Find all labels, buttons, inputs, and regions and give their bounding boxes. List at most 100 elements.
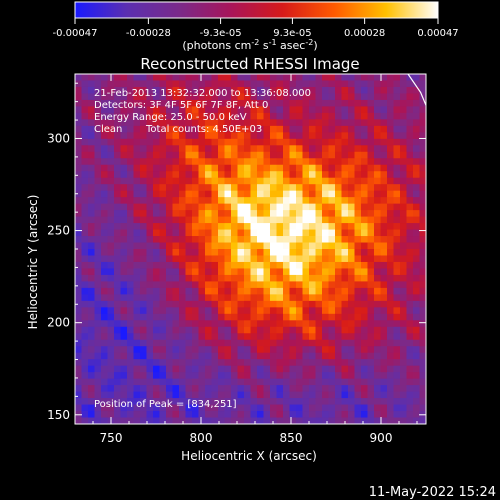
heatmap-cell xyxy=(283,197,291,205)
heatmap-cell xyxy=(257,119,265,127)
heatmap-cell xyxy=(335,398,343,406)
heatmap-cell xyxy=(374,352,382,360)
heatmap-cell xyxy=(94,86,102,95)
heatmap-cell xyxy=(192,99,200,108)
heatmap-cell xyxy=(88,378,96,386)
heatmap-cell xyxy=(179,190,187,198)
heatmap-cell xyxy=(270,151,278,159)
heatmap-cell xyxy=(387,86,395,95)
heatmap-cell xyxy=(361,398,369,406)
heatmap-cell xyxy=(400,378,408,386)
heatmap-cell xyxy=(322,171,330,179)
heatmap-cell xyxy=(419,268,426,276)
heatmap-cell xyxy=(94,326,102,334)
heatmap-cell xyxy=(205,417,213,424)
heatmap-cell xyxy=(211,352,219,360)
heatmap-cell xyxy=(205,190,213,198)
heatmap-cell xyxy=(354,411,362,419)
heatmap-cell xyxy=(120,346,128,354)
heatmap-cell xyxy=(120,74,128,82)
heatmap-cell xyxy=(354,365,362,373)
heatmap-cell xyxy=(159,223,167,231)
heatmap-cell xyxy=(81,359,89,367)
heatmap-cell xyxy=(140,99,148,108)
heatmap-cell xyxy=(94,307,102,315)
heatmap-cell xyxy=(107,249,115,257)
heatmap-cell xyxy=(172,164,180,172)
heatmap-cell xyxy=(75,74,83,82)
heatmap-cell xyxy=(380,365,388,373)
heatmap-cell xyxy=(81,138,89,146)
heatmap-cell xyxy=(94,346,102,354)
heatmap-cell xyxy=(159,320,167,328)
heatmap-cell xyxy=(406,261,414,270)
heatmap-cell xyxy=(75,125,83,133)
heatmap-cell xyxy=(400,255,408,263)
heatmap-cell xyxy=(231,184,239,192)
heatmap-cell xyxy=(250,391,258,399)
heatmap-cell xyxy=(354,229,362,237)
heatmap-cell xyxy=(276,281,284,289)
heatmap-cell xyxy=(101,346,109,354)
heatmap-cell xyxy=(133,145,141,153)
heatmap-cell xyxy=(335,236,343,244)
heatmap-cell xyxy=(185,164,193,172)
heatmap-cell xyxy=(296,391,304,399)
heatmap-cell xyxy=(107,372,115,380)
heatmap-cell xyxy=(387,352,395,360)
heatmap-cell xyxy=(341,99,349,108)
heatmap-cell xyxy=(159,145,167,153)
heatmap-cell xyxy=(88,326,96,334)
heatmap-cell xyxy=(198,326,206,334)
heatmap-cell xyxy=(289,352,297,360)
heatmap-cell xyxy=(335,287,343,295)
heatmap-cell xyxy=(153,249,161,257)
heatmap-cell xyxy=(276,261,284,270)
heatmap-cell xyxy=(335,378,343,386)
heatmap-cell xyxy=(101,197,109,205)
heatmap-cell xyxy=(400,398,408,406)
heatmap-cell xyxy=(263,74,271,82)
heatmap-cell xyxy=(406,281,414,289)
heatmap-cell xyxy=(400,99,408,108)
heatmap-cell xyxy=(283,261,291,270)
heatmap-cell xyxy=(140,145,148,153)
heatmap-cell xyxy=(354,307,362,315)
heatmap-cell xyxy=(289,365,297,373)
heatmap-cell xyxy=(166,249,174,257)
heatmap-cell xyxy=(218,164,226,172)
heatmap-cell xyxy=(257,313,265,321)
heatmap-cell xyxy=(244,320,252,328)
heatmap-cell xyxy=(198,287,206,295)
heatmap-cell xyxy=(172,411,180,419)
heatmap-cell xyxy=(380,281,388,289)
heatmap-cell xyxy=(133,210,141,218)
heatmap-cell xyxy=(283,177,291,185)
heatmap-cell xyxy=(354,210,362,218)
heatmap-cell xyxy=(218,158,226,166)
heatmap-cell xyxy=(406,86,414,95)
heatmap-cell xyxy=(146,352,154,360)
heatmap-cell xyxy=(257,300,265,308)
heatmap-cell xyxy=(192,236,200,244)
heatmap-cell xyxy=(244,352,252,360)
heatmap-cell xyxy=(179,132,187,140)
heatmap-cell xyxy=(114,197,122,205)
heatmap-cell xyxy=(159,229,167,237)
heatmap-cell xyxy=(120,287,128,295)
heatmap-cell xyxy=(205,372,213,380)
heatmap-cell xyxy=(101,294,109,302)
heatmap-cell xyxy=(406,417,414,424)
heatmap-cell xyxy=(153,281,161,289)
heatmap-cell xyxy=(374,164,382,172)
heatmap-cell xyxy=(88,365,96,373)
heatmap-cell xyxy=(406,372,414,380)
heatmap-cell xyxy=(166,287,174,295)
heatmap-cell xyxy=(224,404,232,412)
heatmap-cell xyxy=(354,138,362,146)
heatmap-cell xyxy=(179,171,187,179)
heatmap-cell xyxy=(413,197,421,205)
heatmap-cell xyxy=(276,171,284,179)
heatmap-cell xyxy=(276,203,284,211)
heatmap-cell xyxy=(393,125,401,133)
